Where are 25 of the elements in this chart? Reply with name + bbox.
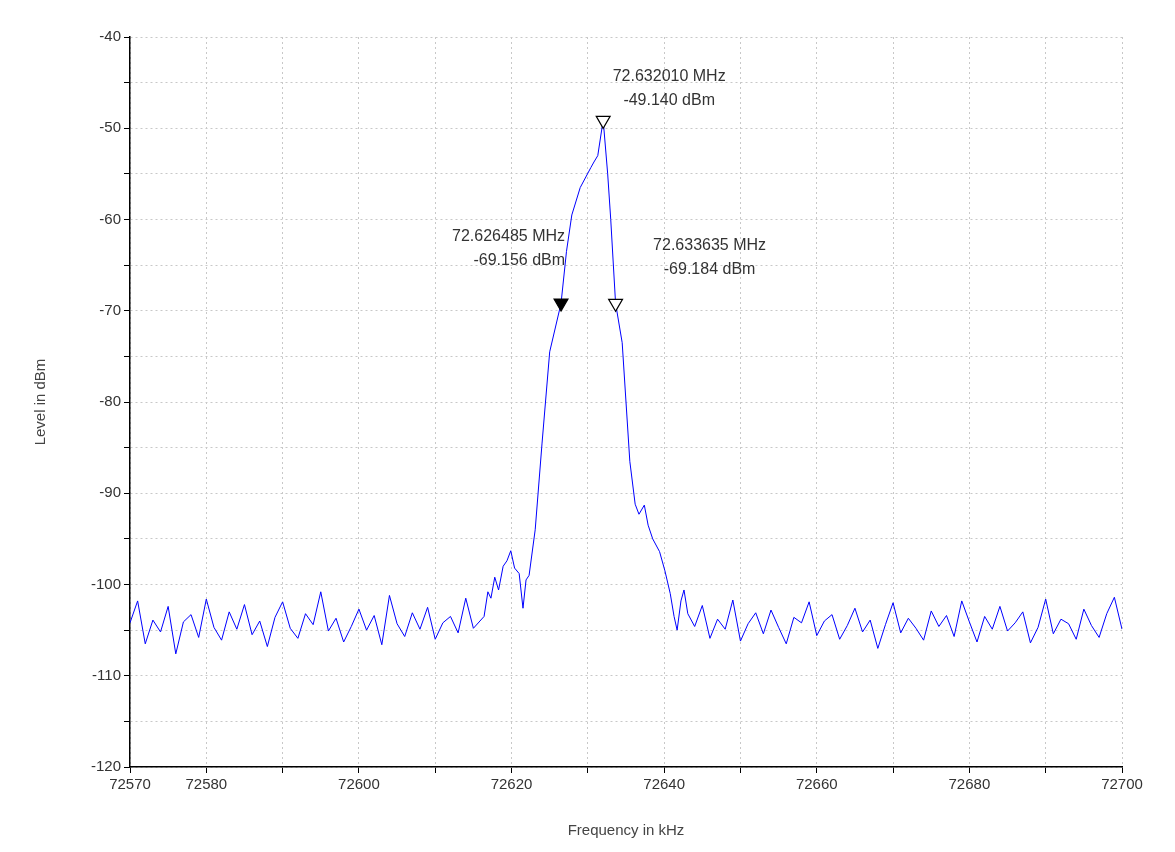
x-tick-label: 72620 [490, 775, 533, 793]
x-tick-label: 72600 [338, 775, 380, 793]
y-axis-title: Level in dBm [31, 358, 49, 446]
y-tick-label: -80 [99, 392, 121, 410]
y-tick-label: -90 [99, 483, 121, 501]
point [595, 115, 611, 129]
y-tick-label: -120 [90, 757, 121, 775]
annotation: 72.633635 MHz -69.184 dBm [653, 235, 767, 277]
point [553, 298, 569, 312]
annotation: 72.626485 MHz -69.156 dBm [452, 227, 566, 269]
x-tick-label: 72700 [1101, 775, 1143, 793]
y-tick-label: -60 [99, 209, 121, 227]
y-tick-label: -50 [99, 118, 121, 136]
x-tick-label: 72580 [185, 775, 228, 793]
y-tick-label: -110 [92, 665, 121, 683]
y-tick-label: -100 [90, 574, 121, 592]
annotation: 72.632010 MHz -49.140 dBm [612, 66, 726, 108]
x-axis-title: Frequency in kHz [567, 821, 685, 839]
y-tick-label: -40 [99, 27, 121, 45]
x-tick-label: 72660 [795, 775, 838, 793]
x-tick-label: 72680 [948, 775, 991, 793]
point [608, 298, 624, 312]
y-tick-label: -70 [99, 300, 121, 318]
x-tick-label: 72570 [109, 775, 151, 793]
x-tick-label: 72640 [643, 775, 686, 793]
